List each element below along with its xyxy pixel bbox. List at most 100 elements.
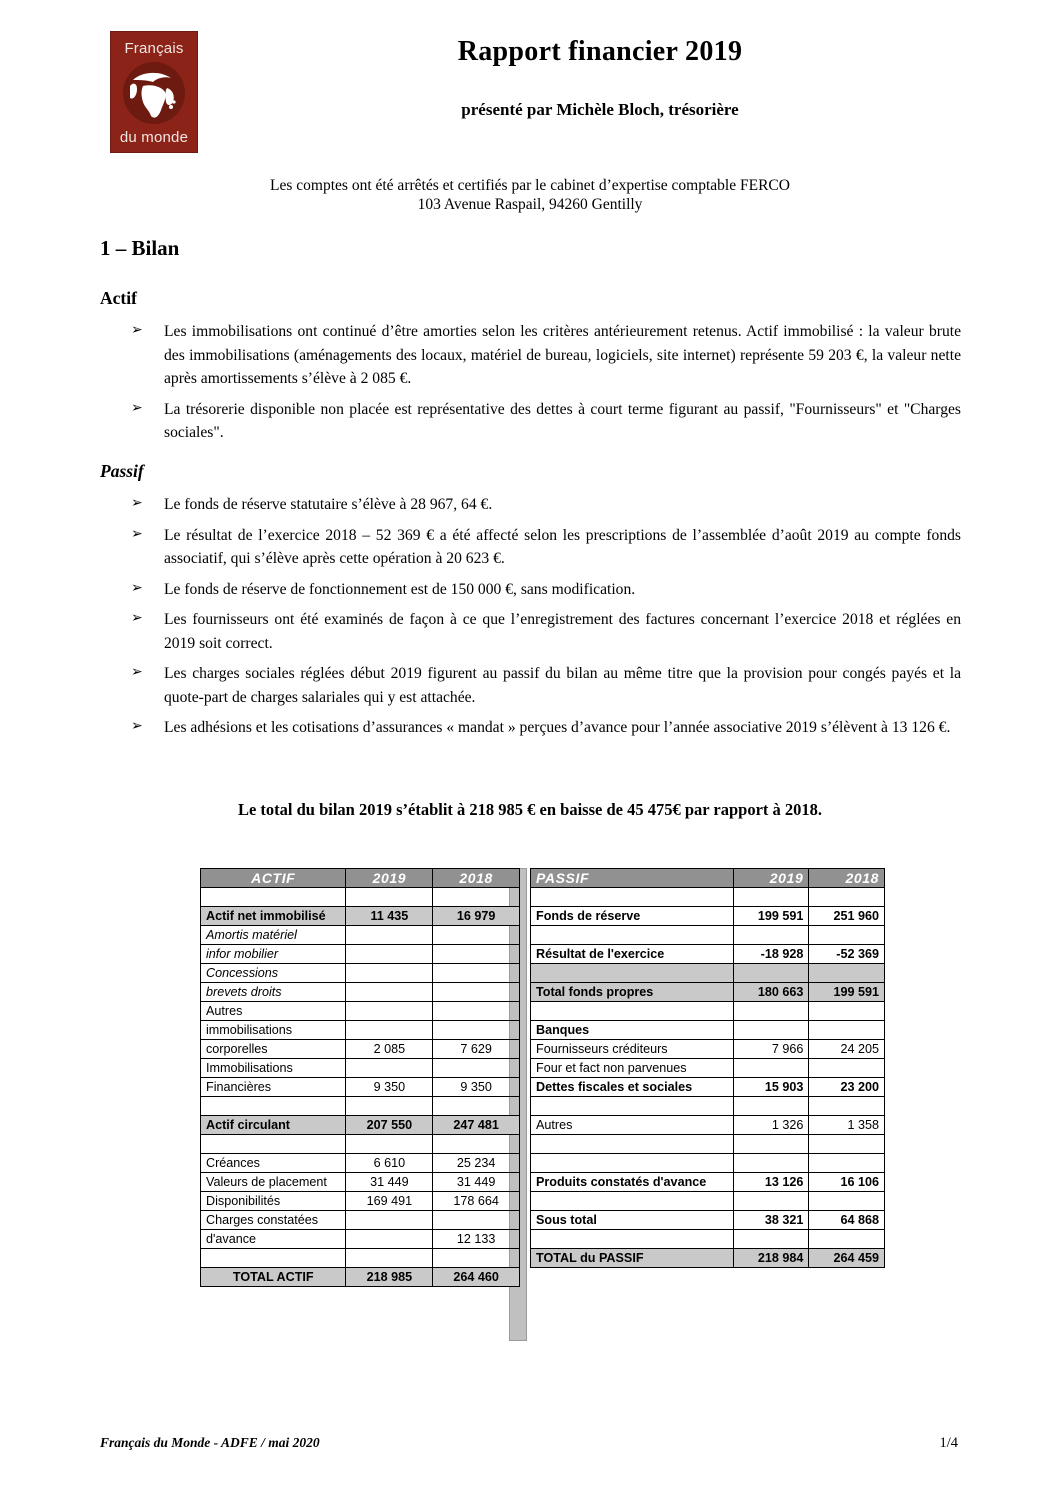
column-header-2018: 2018 xyxy=(808,868,885,888)
row-value-2018: 12 133 xyxy=(432,1229,520,1249)
row-value-2019 xyxy=(345,1248,434,1268)
row-value-2019 xyxy=(345,1020,434,1040)
list-item: Le fonds de réserve de fonctionnement es… xyxy=(126,577,961,602)
table-row xyxy=(530,1001,885,1021)
passif-bullet-list: Le fonds de réserve statutaire s’élève à… xyxy=(126,492,961,747)
balance-sheet-tables: ACTIF 2019 2018 Actif net immobilisé 11 … xyxy=(0,862,1058,1342)
row-value-2018 xyxy=(808,1191,885,1211)
row-value-2018: 7 629 xyxy=(432,1039,520,1059)
row-label xyxy=(530,887,734,907)
table-row: immobilisations xyxy=(199,1020,520,1040)
row-value-2019 xyxy=(345,1001,434,1021)
globe-icon xyxy=(123,62,185,124)
row-value-2018 xyxy=(432,1134,520,1154)
subsection-heading-passif: Passif xyxy=(100,461,144,481)
row-value-2018: 16 979 xyxy=(432,906,520,926)
row-label xyxy=(199,1096,347,1116)
list-item: Les adhésions et les cotisations d’assur… xyxy=(126,715,961,740)
table-row: corporelles 2 085 7 629 xyxy=(199,1039,520,1059)
row-value-2019: -18 928 xyxy=(732,944,810,964)
table-row: d'avance 12 133 xyxy=(199,1229,520,1249)
row-value-2019: 180 663 xyxy=(732,982,810,1002)
row-label xyxy=(530,1134,734,1154)
table-row: Total fonds propres 180 663 199 591 xyxy=(530,982,885,1002)
row-value-2019 xyxy=(732,1191,810,1211)
row-value-2018 xyxy=(432,944,520,964)
table-row xyxy=(199,1096,520,1116)
row-value-2019: 6 610 xyxy=(345,1153,434,1173)
row-value-2019 xyxy=(732,1020,810,1040)
column-header-actif: ACTIF xyxy=(199,868,347,888)
row-label: Four et fact non parvenues xyxy=(530,1058,734,1078)
row-value-2018 xyxy=(432,925,520,945)
list-item: Les fournisseurs ont été examinés de faç… xyxy=(126,607,961,655)
table-row xyxy=(530,1229,885,1249)
list-item: Le résultat de l’exercice 2018 – 52 369 … xyxy=(126,523,961,571)
row-value-2019 xyxy=(345,944,434,964)
row-value-2018 xyxy=(432,1001,520,1021)
row-value-2018 xyxy=(808,1229,885,1249)
row-label: Créances xyxy=(199,1153,347,1173)
row-label: Total fonds propres xyxy=(530,982,734,1002)
table-header-row: ACTIF 2019 2018 xyxy=(199,868,520,888)
table-actif: ACTIF 2019 2018 Actif net immobilisé 11 … xyxy=(199,868,520,1287)
table-row: Actif circulant 207 550 247 481 xyxy=(199,1115,520,1135)
row-value-2018 xyxy=(432,982,520,1002)
row-value-2019: 1 326 xyxy=(732,1115,810,1135)
table-passif: PASSIF 2019 2018 Fonds de réserve 199 59… xyxy=(530,868,885,1268)
column-header-2019: 2019 xyxy=(732,868,810,888)
table-row: Actif net immobilisé 11 435 16 979 xyxy=(199,906,520,926)
table-row: Financières 9 350 9 350 xyxy=(199,1077,520,1097)
row-label xyxy=(199,1248,347,1268)
table-row: Produits constatés d'avance 13 126 16 10… xyxy=(530,1172,885,1192)
page-subtitle: présenté par Michèle Bloch, trésorière xyxy=(461,100,739,119)
table-row: Amortis matériel xyxy=(199,925,520,945)
page-title: Rapport financier 2019 xyxy=(457,36,743,67)
row-value-2018: 16 106 xyxy=(808,1172,885,1192)
row-label: Dettes fiscales et sociales xyxy=(530,1077,734,1097)
row-value-2018 xyxy=(432,1020,520,1040)
row-value-2019 xyxy=(345,1229,434,1249)
row-value-2018: 9 350 xyxy=(432,1077,520,1097)
table-row: Charges constatées xyxy=(199,1210,520,1230)
table-row: Immobilisations xyxy=(199,1058,520,1078)
list-item: Le fonds de réserve statutaire s’élève à… xyxy=(126,492,961,517)
row-value-2018: 25 234 xyxy=(432,1153,520,1173)
list-item: La trésorerie disponible non placée est … xyxy=(126,397,961,445)
row-value-2019 xyxy=(732,1058,810,1078)
row-label xyxy=(530,1096,734,1116)
section-heading-bilan: 1 – Bilan xyxy=(100,236,180,260)
table-row: Créances 6 610 25 234 xyxy=(199,1153,520,1173)
row-value-2019: 7 966 xyxy=(732,1039,810,1059)
logo-top-label: Français xyxy=(124,40,184,57)
row-value-2018 xyxy=(808,963,885,983)
row-label: Immobilisations xyxy=(199,1058,347,1078)
row-label: Amortis matériel xyxy=(199,925,347,945)
row-value-2019: 207 550 xyxy=(345,1115,434,1135)
certification-line-2: 103 Avenue Raspail, 94260 Gentilly xyxy=(417,196,643,213)
row-value-2019 xyxy=(345,887,434,907)
row-label: Autres xyxy=(199,1001,347,1021)
row-value-2019: 15 903 xyxy=(732,1077,810,1097)
row-value-2018: 247 481 xyxy=(432,1115,520,1135)
column-header-2019: 2019 xyxy=(345,868,434,888)
row-value-2018 xyxy=(432,887,520,907)
row-value-2019 xyxy=(732,1229,810,1249)
row-label: Autres xyxy=(530,1115,734,1135)
table-row: Résultat de l'exercice -18 928 -52 369 xyxy=(530,944,885,964)
row-value-2019: 13 126 xyxy=(732,1172,810,1192)
row-value-2018 xyxy=(432,1248,520,1268)
table-row xyxy=(530,1134,885,1154)
row-label: infor mobilier xyxy=(199,944,347,964)
row-value-2019 xyxy=(345,1096,434,1116)
row-label xyxy=(199,887,347,907)
list-item: Les charges sociales réglées début 2019 … xyxy=(126,661,961,709)
row-value-2018 xyxy=(432,1210,520,1230)
row-value-2018: 199 591 xyxy=(808,982,885,1002)
table-row xyxy=(199,1248,520,1268)
footer-page-number: 1/4 xyxy=(939,1435,958,1451)
row-label: Concessions xyxy=(199,963,347,983)
row-label: Disponibilités xyxy=(199,1191,347,1211)
row-value-2019 xyxy=(345,1134,434,1154)
row-label: brevets droits xyxy=(199,982,347,1002)
